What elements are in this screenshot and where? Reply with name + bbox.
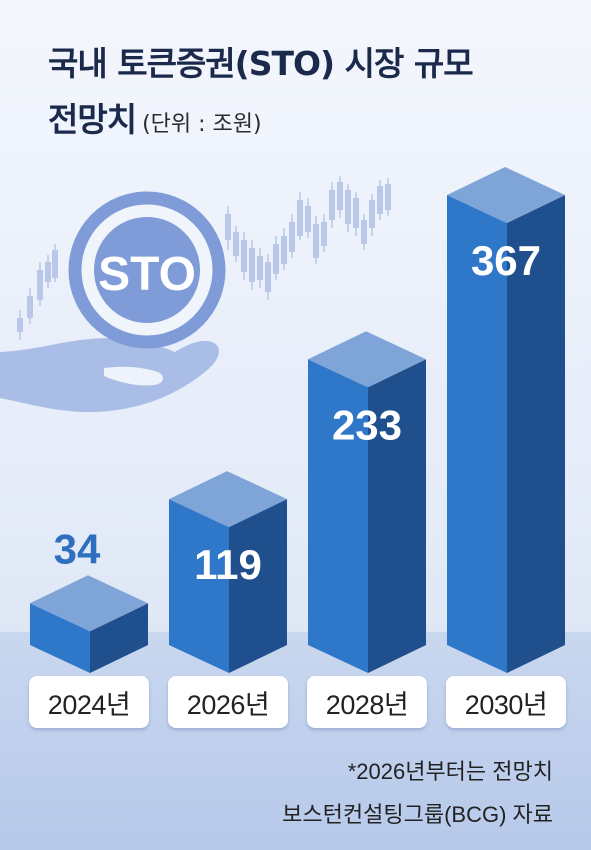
bar-2026년 xyxy=(169,471,287,673)
bar-2030년 xyxy=(447,167,565,673)
bar-side-face xyxy=(229,499,287,673)
title-line1: 국내 토큰증권(STO) 시장 규모 xyxy=(48,44,474,83)
bar-top-face xyxy=(447,167,565,223)
bar-top-face xyxy=(30,575,148,632)
candle-body xyxy=(369,200,375,228)
value-label: 233 xyxy=(332,401,402,448)
candle-body xyxy=(52,250,58,278)
coin-icon: STO xyxy=(68,191,226,349)
bar-2024년 xyxy=(30,575,148,673)
bar-front-face xyxy=(30,603,90,673)
candle-body xyxy=(45,262,51,282)
candle-body xyxy=(281,236,287,264)
source-note: 보스턴컨설팅그룹(BCG) 자료 xyxy=(282,802,553,827)
bar-top-face xyxy=(169,471,287,528)
bar-2028년 xyxy=(308,331,426,673)
bar-series: 34 119 233 367 xyxy=(30,167,565,673)
title-line2: 전망치 (단위 : 조원) xyxy=(48,92,473,153)
category-label: 2030년 xyxy=(446,676,566,728)
candle-body xyxy=(297,200,303,236)
unit-label: (단위 : 조원) xyxy=(142,112,262,137)
candle-body xyxy=(361,220,367,244)
candle-body xyxy=(289,222,295,252)
candle-body xyxy=(385,184,391,210)
category-label: 2024년 xyxy=(29,676,149,728)
candle-body xyxy=(353,198,359,228)
value-label: 34 xyxy=(54,525,101,572)
candle-body xyxy=(345,190,351,224)
candle-body xyxy=(225,214,231,240)
category-label: 2028년 xyxy=(307,676,427,728)
bar-front-face xyxy=(447,195,507,673)
value-label: 367 xyxy=(471,237,541,284)
candle-body xyxy=(37,270,43,300)
title-line2-text: 전망치 xyxy=(48,100,137,139)
candle-body xyxy=(337,182,343,210)
candle-body xyxy=(313,224,319,258)
candle-body xyxy=(233,232,239,256)
candle-body xyxy=(273,244,279,274)
bar-side-face xyxy=(368,359,426,673)
coin-label: STO xyxy=(98,248,196,301)
candle-body xyxy=(265,262,271,292)
bar-side-face xyxy=(90,603,148,673)
bar-front-face xyxy=(308,359,368,673)
candle-body xyxy=(377,186,383,214)
chart-title: 국내 토큰증권(STO) 시장 규모 전망치 (단위 : 조원) xyxy=(48,36,474,153)
candle-body xyxy=(249,248,255,282)
forecast-note: *2026년부터는 전망치 xyxy=(347,759,553,784)
candle-body xyxy=(27,296,33,318)
candle-body xyxy=(241,240,247,272)
category-label: 2026년 xyxy=(168,676,288,728)
bar-top-face xyxy=(308,331,426,388)
bar-side-face xyxy=(507,195,565,673)
candle-body xyxy=(17,318,23,332)
candle-body xyxy=(257,256,263,280)
candle-body xyxy=(305,206,311,232)
illustration: STO xyxy=(0,176,391,413)
candle-body xyxy=(321,222,327,246)
hand-icon xyxy=(0,338,220,413)
candle-body xyxy=(329,190,335,220)
candlestick-icon xyxy=(17,176,391,340)
bar-front-face xyxy=(169,499,229,673)
value-label: 119 xyxy=(194,541,262,588)
